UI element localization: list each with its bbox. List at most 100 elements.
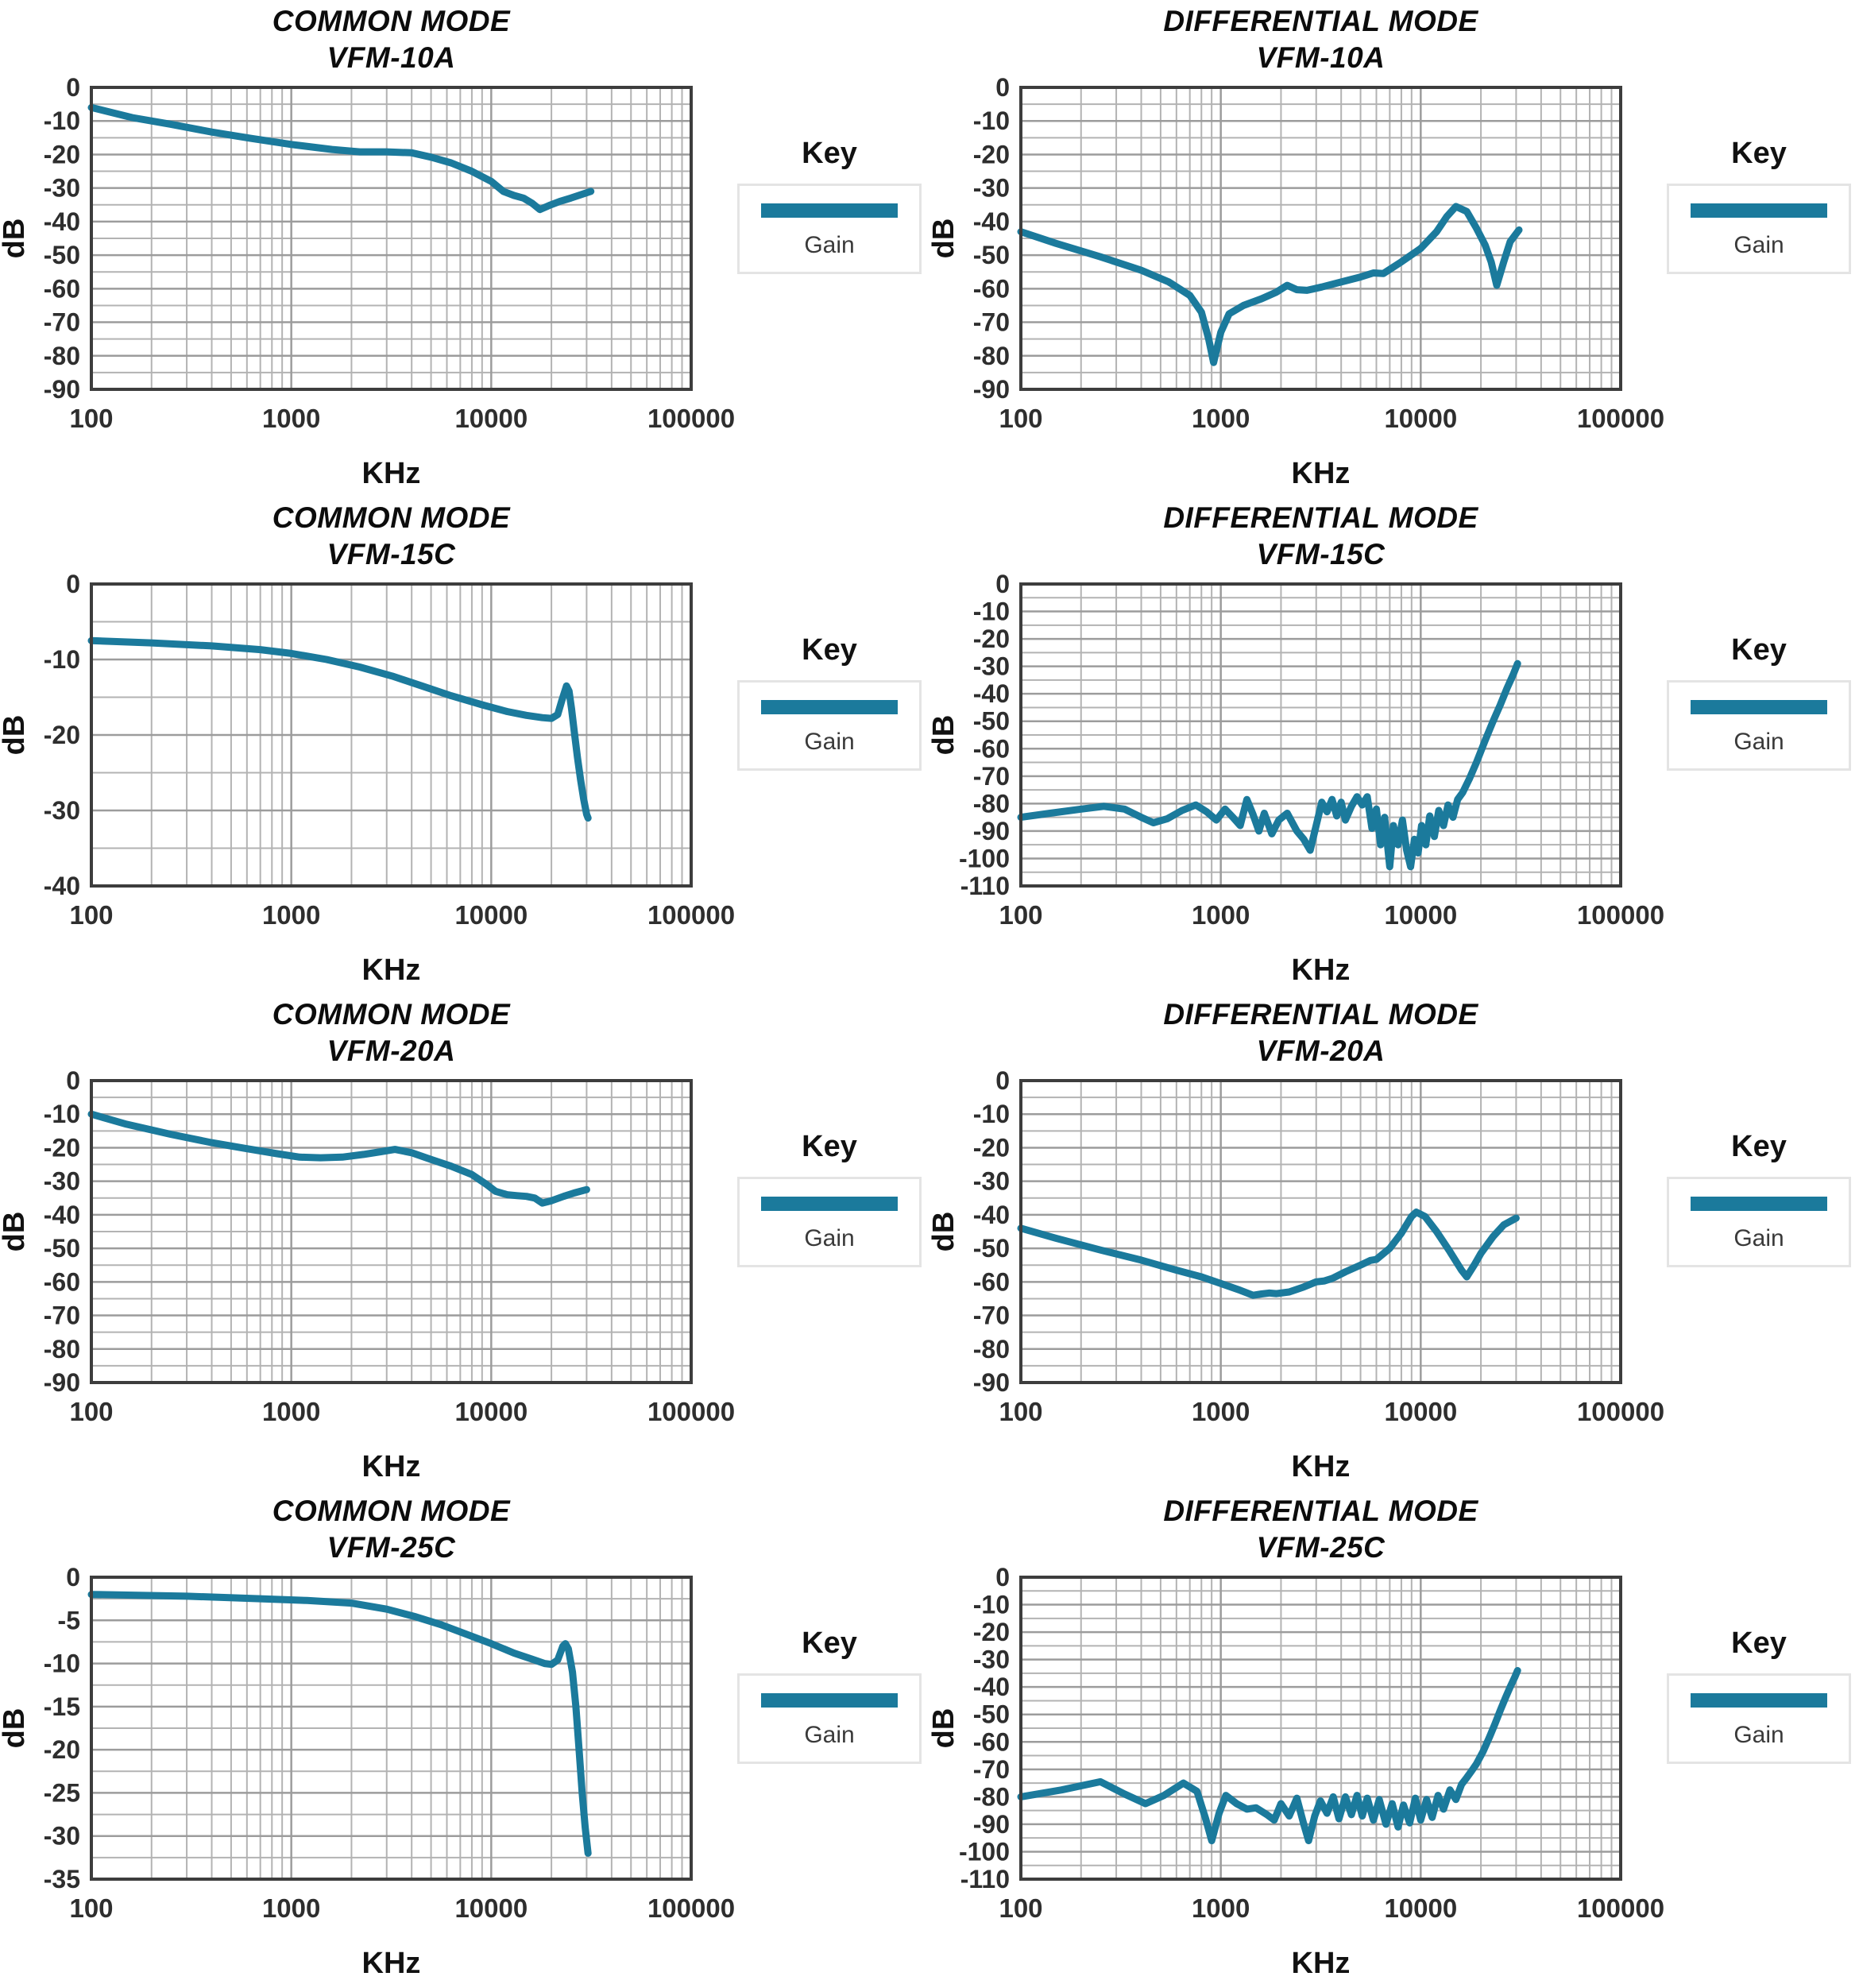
chart-cell: DIFFERENTIAL MODE VFM-15C 0 -10 -20 -30 -40 -50… (927, 497, 1859, 993)
legend: Key Gain (725, 137, 934, 274)
y-tick-label: -20 (973, 1133, 1010, 1162)
y-tick-label: -110 (960, 872, 1010, 900)
legend-label-gain: Gain (804, 729, 855, 755)
y-tick-label: -90 (973, 817, 1010, 845)
legend: Key Gain (1654, 1626, 1859, 1764)
y-tick-label: -10 (44, 1100, 80, 1128)
plot-frame (1019, 1079, 1622, 1384)
y-tick-label: -10 (44, 1650, 80, 1678)
y-tick-label: -70 (973, 762, 1010, 791)
x-tick-label: 10000 (454, 900, 528, 930)
x-tick-label: 10000 (454, 1397, 528, 1426)
x-tick-label: 1000 (1192, 1893, 1250, 1923)
x-tick-label: 100 (69, 404, 113, 433)
legend-title: Key (802, 137, 857, 170)
y-tick-label: -40 (973, 1201, 1010, 1229)
gain-curve (1017, 659, 1521, 871)
legend-box: Gain (737, 1177, 922, 1267)
legend-label-gain: Gain (1733, 232, 1784, 258)
chart-cell: COMMON MODE VFM-25C 0 -5 -10 -15 -20 -25 -30 -35 1… (0, 1490, 930, 1986)
gain-curve (87, 1110, 590, 1207)
y-tick-label: -70 (973, 1755, 1010, 1784)
chart-title-mode: COMMON MODE (272, 5, 511, 37)
x-tick-label: 100 (999, 1893, 1042, 1923)
legend-label-gain: Gain (804, 232, 855, 258)
chart-title: COMMON MODE VFM-25C (91, 1493, 691, 1567)
y-tick-label: -90 (973, 1368, 1010, 1397)
x-tick-label: 1000 (1192, 900, 1250, 930)
chart-title-model: VFM-20A (327, 1035, 456, 1068)
x-tick-label: 10000 (1384, 1397, 1457, 1426)
y-tick-label: -20 (44, 1133, 80, 1162)
chart-title-model: VFM-15C (1256, 538, 1386, 571)
legend: Key Gain (725, 633, 934, 771)
x-tick-label: 1000 (262, 1893, 320, 1923)
x-axis-label: KHz (362, 953, 421, 987)
legend-label-gain: Gain (1733, 729, 1784, 755)
y-tick-label: -30 (973, 652, 1010, 681)
y-tick-label: -20 (44, 721, 80, 749)
chart-title-mode: DIFFERENTIAL MODE (1163, 998, 1478, 1031)
chart-title: DIFFERENTIAL MODE VFM-10A (1021, 3, 1621, 77)
legend-label-gain: Gain (804, 1225, 855, 1251)
chart-cell: DIFFERENTIAL MODE VFM-10A 0 -10 -20 -30 -40 -50… (927, 0, 1859, 497)
y-tick-label: -50 (973, 1234, 1010, 1263)
y-tick-label: 0 (66, 570, 80, 598)
y-tick-label: -100 (959, 1837, 1010, 1866)
legend-label-gain: Gain (1733, 1225, 1784, 1251)
chart-title-model: VFM-10A (1256, 41, 1386, 75)
y-tick-label: 0 (66, 1066, 80, 1095)
x-tick-label: 100000 (647, 1397, 735, 1426)
legend-swatch-gain (1691, 700, 1827, 714)
chart-title: COMMON MODE VFM-10A (91, 3, 691, 77)
x-tick-label: 100 (69, 900, 113, 930)
x-tick-label: 1000 (1192, 404, 1250, 433)
y-tick-label: -80 (973, 1782, 1010, 1811)
y-axis-label: dB (927, 219, 960, 259)
x-tick-label: 100 (69, 1893, 113, 1923)
x-tick-label: 10000 (1384, 900, 1457, 930)
legend-box: Gain (1667, 680, 1851, 771)
y-tick-label: -10 (44, 645, 80, 674)
x-tick-label: 100000 (647, 1893, 735, 1923)
x-tick-label: 100000 (1577, 900, 1664, 930)
y-tick-label: -30 (44, 1822, 80, 1851)
legend: Key Gain (1654, 1130, 1859, 1267)
y-tick-label: -60 (973, 1727, 1010, 1756)
y-tick-label: -20 (44, 140, 80, 168)
y-tick-label: -40 (973, 679, 1010, 708)
y-axis-label: dB (927, 715, 960, 756)
y-tick-label: -30 (44, 1167, 80, 1196)
y-tick-label: -30 (973, 174, 1010, 203)
y-axis-label: dB (927, 1708, 960, 1749)
legend: Key Gain (1654, 137, 1859, 274)
x-tick-label: 100 (999, 1397, 1042, 1426)
chart-title-model: VFM-25C (1256, 1531, 1386, 1564)
x-tick-label: 1000 (1192, 1397, 1250, 1426)
x-axis-label: KHz (362, 1450, 421, 1483)
chart-title-model: VFM-15C (327, 538, 456, 571)
y-tick-label: -20 (44, 1735, 80, 1764)
y-tick-label: -80 (973, 342, 1010, 370)
x-tick-label: 10000 (1384, 1893, 1457, 1923)
chart-title-mode: COMMON MODE (272, 998, 511, 1031)
y-tick-label: -110 (960, 1865, 1010, 1893)
y-tick-label: -90 (973, 1810, 1010, 1839)
legend-box: Gain (1667, 1177, 1851, 1267)
y-tick-label: -40 (973, 1673, 1010, 1701)
chart-title-model: VFM-25C (327, 1531, 456, 1564)
y-tick-label: -10 (973, 598, 1010, 626)
legend-box: Gain (737, 1673, 922, 1764)
chart-title-mode: DIFFERENTIAL MODE (1163, 501, 1478, 534)
y-tick-label: 0 (995, 1563, 1010, 1592)
x-axis-label: KHz (1292, 953, 1351, 987)
legend-swatch-gain (761, 700, 898, 714)
y-tick-label: -40 (44, 207, 80, 236)
chart-title-mode: DIFFERENTIAL MODE (1163, 5, 1478, 37)
x-tick-label: 100 (999, 900, 1042, 930)
chart-cell: DIFFERENTIAL MODE VFM-25C 0 -10 -20 -30 -40 -50… (927, 1490, 1859, 1986)
legend-box: Gain (1667, 1673, 1851, 1764)
